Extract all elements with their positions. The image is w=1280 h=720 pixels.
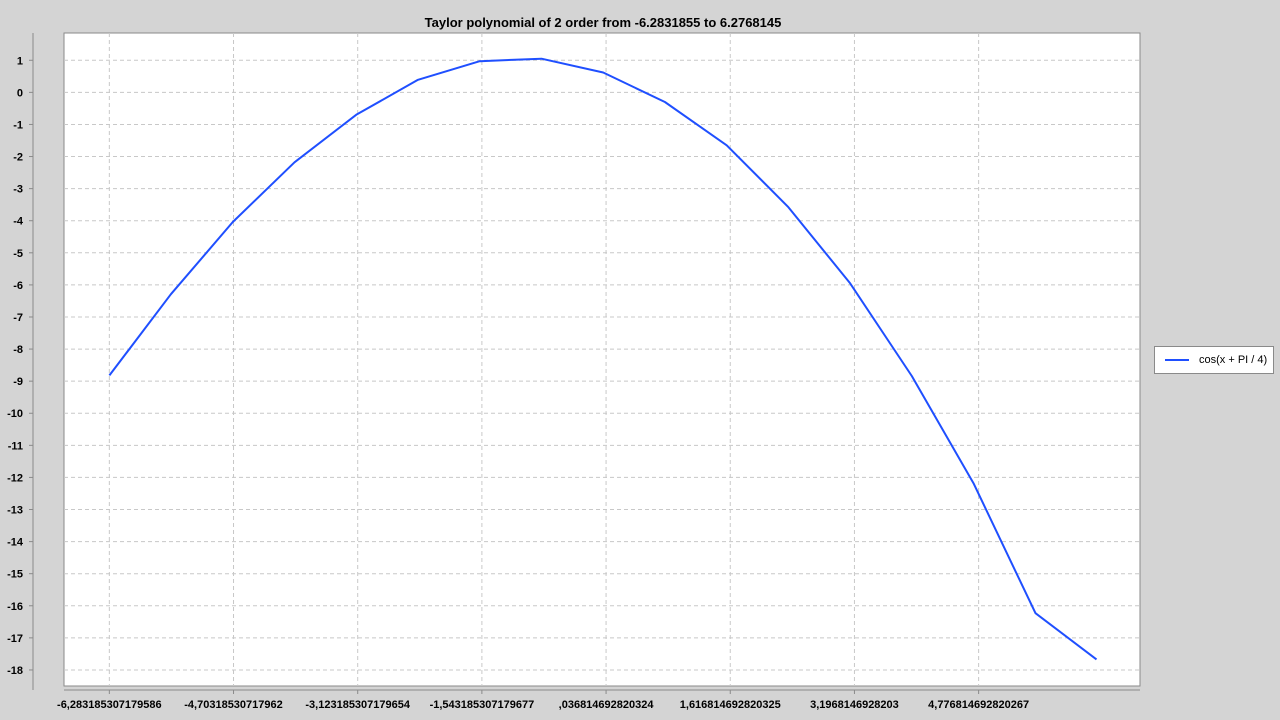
x-tick-label: -6,283185307179586 [57,699,162,711]
y-tick-label: -8 [13,344,23,356]
y-tick-label: -1 [13,119,23,131]
y-tick-label: 1 [17,55,23,67]
grid-lines [64,33,1140,686]
y-tick-label: -9 [13,376,23,388]
x-tick-label: -1,543185307179677 [430,699,535,711]
y-tick-label: 0 [17,87,23,99]
legend-swatch [1165,359,1189,361]
y-tick-label: -16 [7,601,23,613]
chart-title: Taylor polynomial of 2 order from -6.283… [425,15,782,30]
y-tick-label: -12 [7,472,23,484]
series-line-0 [108,57,1098,661]
y-axis-ticks: 1 0 -1 -2 -3 -4 -5 -6 -7 -8 -9 -10 -11 -12 -13 -14 -15 -1… [7,55,33,677]
y-tick-label: -3 [13,184,23,196]
y-tick-label: -10 [7,408,23,420]
plot-area [63,32,1141,687]
x-tick-label: 1,616814692820325 [680,699,781,711]
x-tick-label: 3,1968146928203 [810,699,899,711]
y-tick-label: -15 [7,569,23,581]
y-tick-label: -11 [8,440,23,452]
y-tick-label: -5 [13,248,23,260]
y-tick-label: -4 [13,216,24,228]
x-tick-label: 4,776814692820267 [928,699,1029,711]
y-tick-label: -13 [7,505,23,517]
x-tick-label: ,036814692820324 [559,699,655,711]
x-tick-label: -3,123185307179654 [305,699,410,711]
legend-label: cos(x + PI / 4) [1199,354,1268,366]
y-tick-label: -14 [7,537,24,549]
y-tick-label: -6 [13,280,23,292]
y-tick-label: -17 [7,633,23,645]
x-tick-label: -4,70318530717962 [184,699,282,711]
y-tick-label: -7 [13,312,23,324]
series-layer [108,57,1098,661]
y-tick-label: -2 [13,152,23,164]
chart-legend: cos(x + PI / 4) [1154,346,1274,374]
x-axis-ticks: -6,283185307179586 -4,70318530717962 -3,12… [57,690,1029,711]
y-tick-label: -18 [7,665,23,677]
